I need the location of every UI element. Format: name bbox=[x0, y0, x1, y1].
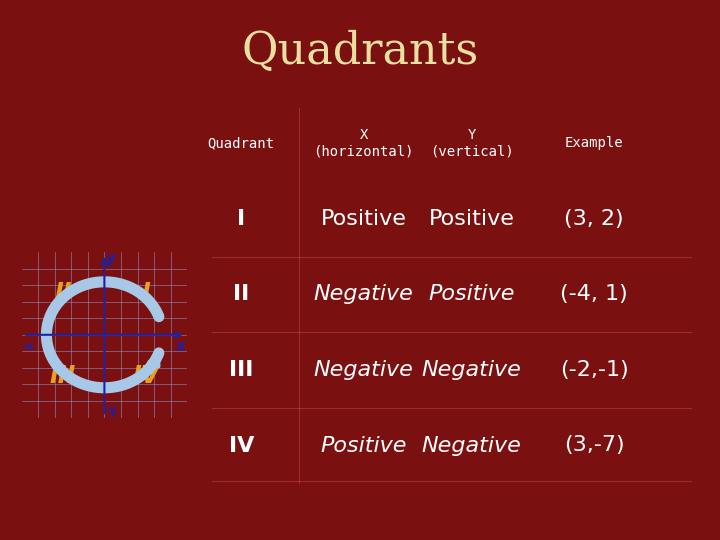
Text: IV: IV bbox=[228, 435, 254, 456]
Text: I: I bbox=[237, 208, 246, 229]
Text: y: y bbox=[106, 251, 116, 266]
Text: III: III bbox=[229, 360, 253, 380]
Text: II: II bbox=[233, 284, 249, 305]
Text: Negative: Negative bbox=[314, 360, 413, 380]
Text: (-4, 1): (-4, 1) bbox=[560, 284, 628, 305]
Text: Negative: Negative bbox=[422, 435, 521, 456]
Text: Negative: Negative bbox=[422, 360, 521, 380]
Text: (3,-7): (3,-7) bbox=[564, 435, 624, 456]
Text: Quadrant: Quadrant bbox=[207, 136, 275, 150]
Text: Positive: Positive bbox=[428, 208, 515, 229]
Text: Negative: Negative bbox=[314, 284, 413, 305]
Text: Example: Example bbox=[564, 136, 624, 150]
Text: (-2,-1): (-2,-1) bbox=[559, 360, 629, 380]
Text: Positive: Positive bbox=[428, 284, 515, 305]
Text: Y
(vertical): Y (vertical) bbox=[430, 128, 513, 158]
Text: -y: -y bbox=[104, 404, 117, 417]
Text: III: III bbox=[50, 364, 76, 388]
Text: X
(horizontal): X (horizontal) bbox=[313, 128, 414, 158]
Text: x: x bbox=[176, 339, 186, 354]
Text: Positive: Positive bbox=[320, 208, 407, 229]
Text: Positive: Positive bbox=[320, 435, 407, 456]
Text: IV: IV bbox=[132, 364, 159, 388]
Text: II: II bbox=[54, 281, 72, 306]
Text: (3, 2): (3, 2) bbox=[564, 208, 624, 229]
Text: Quadrants: Quadrants bbox=[241, 30, 479, 73]
Text: -x: -x bbox=[22, 340, 35, 353]
Text: I: I bbox=[141, 281, 150, 306]
